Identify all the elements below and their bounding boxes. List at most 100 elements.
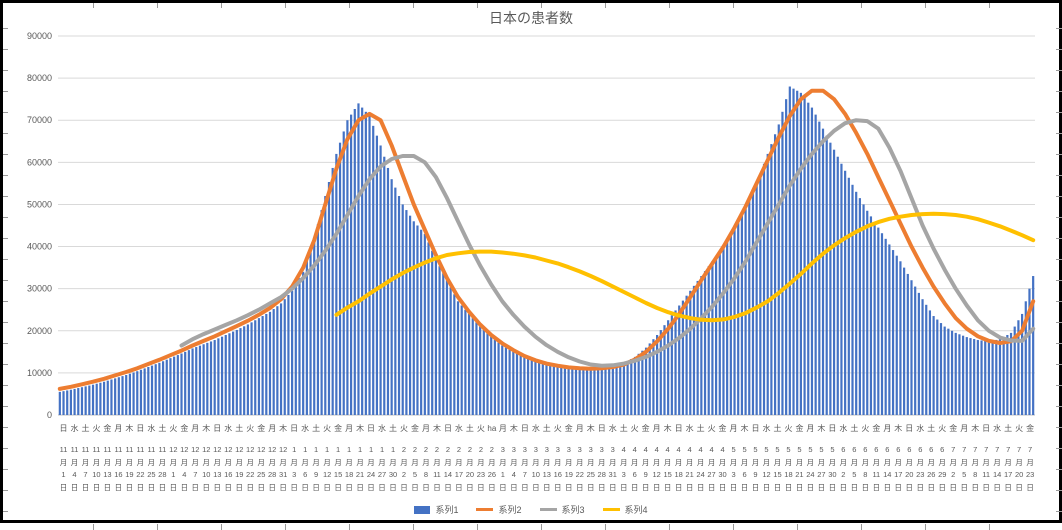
bar[interactable]: [416, 225, 419, 416]
bar[interactable]: [995, 339, 998, 415]
bar[interactable]: [460, 305, 463, 415]
bar[interactable]: [493, 339, 496, 415]
bar[interactable]: [173, 356, 176, 415]
bar[interactable]: [150, 365, 154, 415]
bar[interactable]: [254, 320, 257, 415]
bar[interactable]: [936, 319, 939, 415]
bar[interactable]: [224, 334, 227, 415]
bar[interactable]: [136, 371, 139, 415]
bar[interactable]: [541, 362, 544, 415]
bar[interactable]: [338, 142, 342, 415]
bar[interactable]: [316, 224, 320, 415]
bar[interactable]: [438, 266, 441, 415]
bar[interactable]: [991, 340, 994, 415]
bar[interactable]: [866, 210, 869, 415]
bar[interactable]: [862, 204, 865, 415]
bar[interactable]: [342, 131, 345, 415]
bar[interactable]: [1006, 334, 1009, 415]
chart-title[interactable]: 日本の患者数: [489, 10, 573, 26]
bar[interactable]: [652, 339, 655, 415]
bar[interactable]: [449, 287, 452, 415]
bar[interactable]: [427, 242, 430, 415]
bar[interactable]: [408, 215, 412, 415]
bar[interactable]: [973, 339, 976, 415]
bar[interactable]: [99, 382, 102, 415]
bar[interactable]: [840, 163, 843, 415]
bar[interactable]: [434, 259, 437, 415]
bar[interactable]: [1013, 326, 1016, 415]
bar[interactable]: [832, 149, 836, 415]
bar[interactable]: [718, 251, 721, 415]
bar[interactable]: [379, 145, 382, 416]
bar[interactable]: [191, 348, 194, 415]
bar[interactable]: [847, 177, 850, 415]
bar[interactable]: [1024, 301, 1027, 415]
bar[interactable]: [965, 337, 968, 415]
bar[interactable]: [585, 368, 589, 415]
bar[interactable]: [456, 301, 460, 415]
bar[interactable]: [246, 324, 249, 415]
bar[interactable]: [327, 181, 331, 415]
bar[interactable]: [711, 261, 714, 415]
bar[interactable]: [958, 334, 961, 415]
bar[interactable]: [777, 124, 780, 416]
bar[interactable]: [707, 266, 710, 415]
bar[interactable]: [276, 306, 279, 415]
bar[interactable]: [567, 366, 570, 415]
bar[interactable]: [58, 391, 61, 415]
bar[interactable]: [552, 364, 555, 415]
bar[interactable]: [608, 367, 611, 415]
bar[interactable]: [630, 358, 633, 415]
bar[interactable]: [69, 389, 72, 415]
bar[interactable]: [158, 362, 161, 415]
bar[interactable]: [482, 329, 485, 415]
bar[interactable]: [165, 359, 168, 415]
bar[interactable]: [346, 120, 349, 415]
bar[interactable]: [368, 116, 371, 415]
bar[interactable]: [939, 323, 943, 415]
bar[interactable]: [217, 338, 220, 415]
bar[interactable]: [515, 353, 519, 415]
bar[interactable]: [475, 322, 478, 415]
bar[interactable]: [903, 267, 906, 415]
bar[interactable]: [681, 300, 685, 415]
bar[interactable]: [272, 309, 275, 415]
legend-item[interactable]: 系列2: [476, 503, 522, 516]
bar[interactable]: [364, 111, 367, 416]
bar[interactable]: [998, 339, 1002, 415]
bar[interactable]: [855, 191, 858, 415]
bar[interactable]: [320, 210, 323, 415]
bar[interactable]: [479, 326, 482, 415]
bar[interactable]: [353, 108, 356, 416]
bar[interactable]: [700, 276, 703, 415]
bar[interactable]: [526, 358, 530, 415]
bar[interactable]: [766, 153, 769, 415]
bar[interactable]: [420, 229, 423, 415]
bar[interactable]: [132, 372, 135, 415]
bar[interactable]: [980, 340, 983, 415]
bar[interactable]: [412, 221, 415, 415]
legend-item[interactable]: 系列3: [539, 503, 585, 516]
bar[interactable]: [77, 388, 80, 415]
bar[interactable]: [62, 391, 65, 415]
bar[interactable]: [1021, 313, 1024, 415]
bar[interactable]: [294, 284, 297, 415]
bar[interactable]: [906, 273, 909, 415]
bar[interactable]: [431, 250, 434, 415]
bar[interactable]: [770, 144, 773, 415]
legend-item[interactable]: 系列4: [602, 503, 648, 516]
bar[interactable]: [619, 364, 622, 415]
bar[interactable]: [914, 286, 917, 415]
bar[interactable]: [667, 320, 670, 415]
bar[interactable]: [836, 156, 839, 415]
bar[interactable]: [755, 183, 758, 415]
bar[interactable]: [773, 134, 777, 415]
bar[interactable]: [220, 336, 224, 415]
bar[interactable]: [597, 368, 600, 415]
bar[interactable]: [143, 368, 146, 415]
bar[interactable]: [534, 360, 537, 415]
line-series-系列3[interactable]: [179, 118, 1036, 368]
bar[interactable]: [663, 325, 666, 415]
bar[interactable]: [176, 355, 179, 415]
bar[interactable]: [851, 184, 854, 415]
